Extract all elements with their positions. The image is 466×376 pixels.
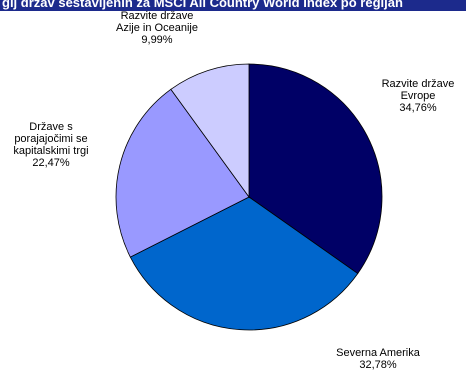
slice-value-label: 9,99%: [141, 34, 172, 46]
slice-name-line: porajajočimi se: [14, 133, 87, 145]
slice-value-label: 32,78%: [359, 359, 397, 371]
slice-name-line: Države s: [29, 121, 73, 133]
pie-slice-3: [170, 63, 250, 199]
slice-name-line: Azije in Oceanije: [116, 22, 198, 34]
slice-value-label: 22,47%: [32, 157, 70, 169]
pie-slice-2: [115, 88, 250, 258]
chart-title: gij držav sestavljenih za MSCI All Count…: [2, 0, 403, 10]
pie-slices: [115, 63, 383, 331]
slice-name-line: kapitalskimi trgi: [13, 145, 88, 157]
slice-value-label: 34,76%: [399, 102, 437, 114]
slice-label-0: Razvite države Evrope 34,76%: [382, 78, 455, 114]
pie-slice-0: [248, 63, 383, 275]
slice-label-3: Razvite države Azije in Oceanije 9,99%: [116, 10, 198, 46]
slice-name-line: Evrope: [401, 90, 436, 102]
pie-slice-1: [129, 196, 359, 331]
pie-labels: Razvite države Evrope 34,76%Severna Amerik…: [13, 10, 454, 371]
slice-name-line: Razvite države: [121, 10, 194, 22]
slice-name-line: Severna Amerika: [336, 347, 421, 359]
title-bar: gij držav sestavljenih za MSCI All Count…: [0, 0, 466, 11]
slice-label-2: Države s porajajočimi se kapitalskimi trgi…: [13, 121, 88, 169]
slice-label-1: Severna Amerika 32,78%: [336, 347, 421, 371]
slice-name-line: Razvite države: [382, 78, 455, 90]
